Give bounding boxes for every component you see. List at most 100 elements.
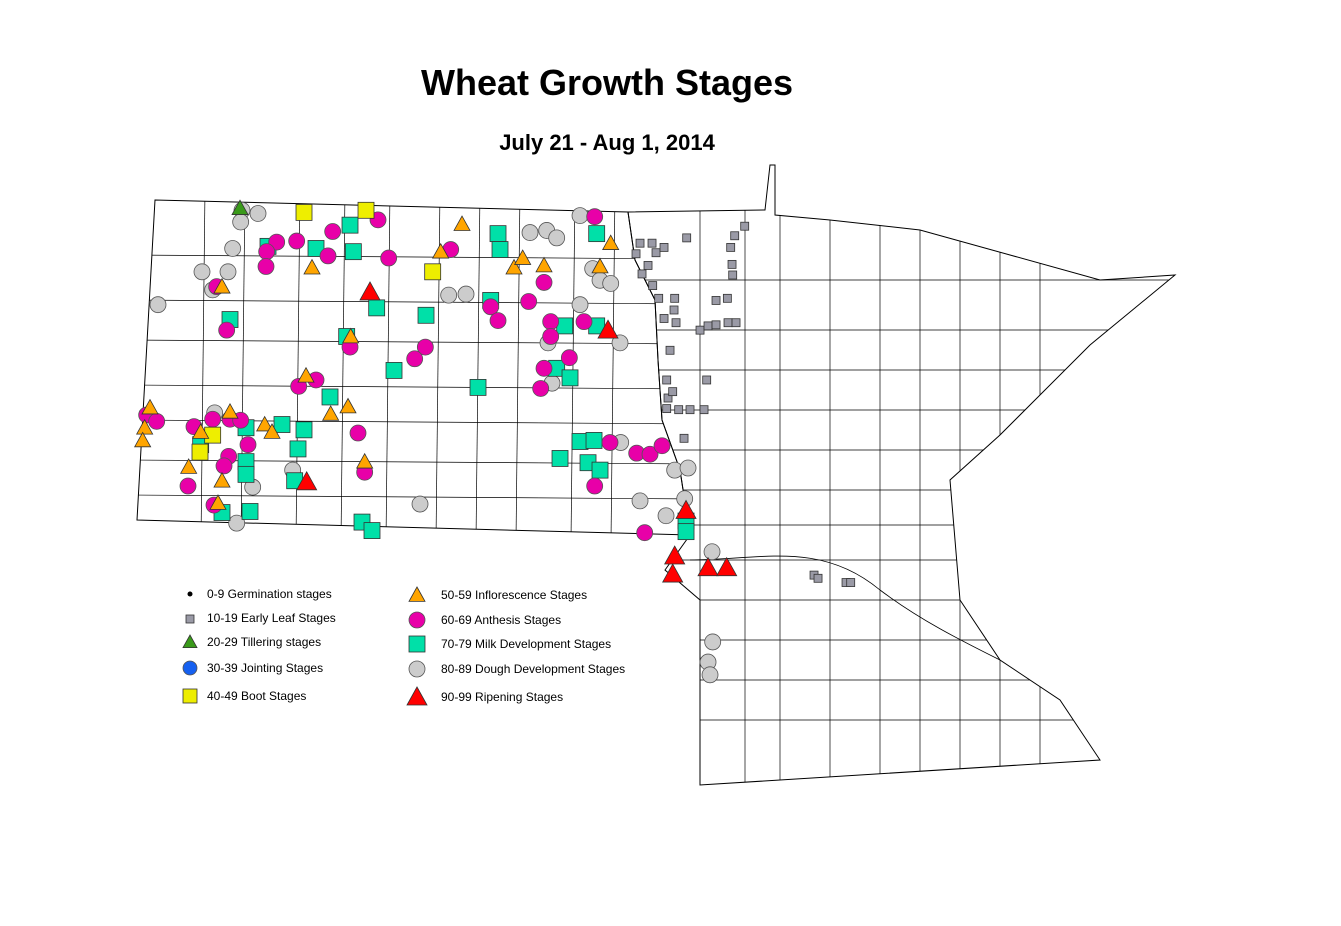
marker-early [711, 320, 721, 330]
marker-milk [344, 243, 362, 261]
marker-anthesis [416, 338, 434, 356]
marker-milk [561, 369, 579, 387]
marker-early [727, 259, 737, 269]
marker-anthesis [641, 445, 659, 463]
marker-early [674, 405, 684, 415]
marker-inflorescence [339, 397, 357, 414]
marker-anthesis [380, 249, 398, 267]
marker-milk [385, 362, 403, 379]
marker-inflorescence [505, 258, 523, 275]
marker-inflorescence [221, 402, 239, 419]
marker-early [671, 318, 681, 328]
marker-anthesis [349, 424, 367, 442]
legend-icons [182, 586, 428, 706]
marker-early [723, 318, 733, 328]
marker-anthesis [653, 437, 671, 455]
marker-early [647, 238, 657, 248]
marker-milk [363, 522, 381, 539]
county-lines-mn [628, 165, 1175, 785]
marker-early [740, 221, 750, 231]
marker-inflorescence [514, 249, 532, 265]
marker-inflorescence [213, 471, 231, 488]
legend-icon-dough-icon [408, 660, 426, 678]
marker-early [643, 261, 653, 270]
marker-milk [677, 523, 695, 541]
marker-anthesis [535, 359, 553, 377]
marker-early [648, 281, 658, 290]
marker-anthesis [489, 312, 507, 329]
marker-dough [657, 507, 675, 525]
marker-early [659, 243, 669, 252]
marker-dough [602, 275, 620, 292]
marker-milk [289, 440, 307, 458]
marker-anthesis [601, 434, 619, 451]
marker-early [651, 248, 661, 258]
marker-early [730, 231, 740, 241]
legend-icon-anthesis-icon [408, 611, 426, 629]
marker-milk [551, 450, 569, 467]
marker-dough [411, 495, 429, 513]
marker-anthesis [636, 524, 654, 542]
marker-early [711, 296, 721, 305]
marker-anthesis [319, 247, 337, 265]
legend-icon-boot-icon [182, 688, 198, 704]
marker-anthesis [218, 321, 236, 339]
marker-anthesis [324, 223, 342, 240]
legend-label-early-leaf: 10-19 Early Leaf Stages [207, 611, 336, 625]
marker-inflorescence [453, 215, 471, 231]
marker-milk [237, 465, 255, 483]
marker-early [662, 404, 672, 414]
marker-early [635, 238, 645, 248]
marker-anthesis [204, 410, 222, 428]
marker-anthesis [482, 298, 500, 316]
legend-label-inflorescence: 50-59 Inflorescence Stages [441, 588, 588, 602]
marker-early [662, 375, 672, 385]
marker-dough [704, 633, 722, 651]
marker-early [699, 405, 709, 415]
marker-inflorescence [535, 256, 553, 273]
marker-milk [341, 216, 359, 234]
marker-boot [357, 201, 375, 219]
marker-dough [611, 334, 629, 352]
marker-inflorescence [602, 234, 620, 250]
marker-inflorescence [255, 415, 274, 432]
marker-inflorescence [141, 398, 159, 415]
marker-milk [588, 225, 606, 243]
marker-inflorescence [263, 423, 281, 439]
marker-milk [556, 317, 574, 335]
marker-milk [489, 225, 507, 243]
marker-milk [491, 241, 509, 258]
map-title: Wheat Growth Stages [420, 62, 794, 103]
marker-inflorescence [209, 494, 227, 510]
marker-early [702, 375, 712, 385]
marker-dough [571, 207, 589, 225]
marker-anthesis [520, 293, 538, 310]
marker-dough [521, 224, 539, 241]
marker-ripening [295, 470, 318, 491]
marker-early [631, 249, 641, 259]
marker-early [665, 345, 675, 355]
marker-milk [368, 299, 386, 317]
marker-anthesis [257, 258, 275, 275]
legend-label-boot: 40-49 Boot Stages [207, 689, 307, 703]
marker-inflorescence [355, 452, 374, 469]
marker-milk [241, 503, 259, 520]
river-line [689, 555, 1001, 661]
legend-label-germination: 0-9 Germination stages [207, 587, 332, 601]
marker-dough [440, 286, 458, 304]
marker-milk [585, 432, 603, 449]
marker-dough [249, 205, 267, 222]
marker-anthesis [586, 208, 604, 226]
marker-tillering [231, 199, 249, 215]
marker-early [813, 573, 823, 583]
marker-anthesis [148, 412, 166, 430]
marker-inflorescence [135, 418, 154, 435]
legend-label-ripening: 90-99 Ripening Stages [441, 690, 564, 704]
marker-early [703, 321, 713, 331]
marker-anthesis [258, 243, 276, 261]
legend-label-dough: 80-89 Dough Development Stages [441, 662, 626, 676]
marker-early [722, 293, 732, 303]
marker-early [670, 293, 680, 303]
marker-early [695, 325, 705, 335]
marker-dough [457, 285, 475, 303]
